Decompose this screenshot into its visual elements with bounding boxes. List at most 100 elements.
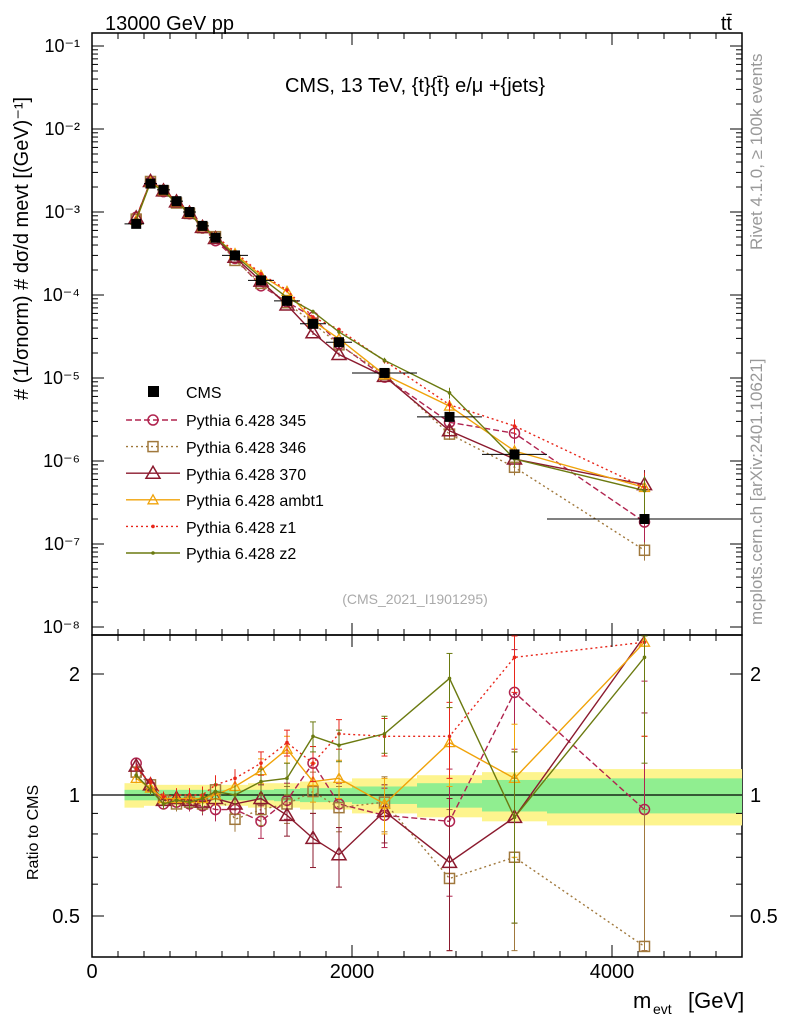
legend-label: Pythia 6.428 346 (186, 440, 306, 457)
ratio-point (200, 796, 205, 801)
mcplots-label: mcplots.cern.ch [arXiv:2401.10621] (747, 359, 766, 625)
ratio-series-line (135, 656, 646, 819)
data-point-cms (184, 207, 195, 217)
ratio-point (330, 846, 348, 861)
legend-marker (147, 414, 159, 426)
main-plot-marks (124, 172, 742, 561)
ratio-point (226, 795, 244, 810)
series-point (512, 424, 517, 428)
ratio-point (161, 802, 166, 806)
ratio-point (252, 790, 270, 805)
series-point (642, 488, 647, 493)
analysis-id-label: (CMS_2021_I1901295) (342, 591, 488, 607)
data-point-cms (256, 275, 266, 286)
beam-label: 13000 GeV pp (105, 13, 234, 35)
ratio-tick-label-right: 0.5 (750, 906, 778, 928)
ratio-series-line (135, 635, 646, 864)
ratio-plot-marks (92, 635, 742, 953)
series-point (382, 358, 387, 363)
ratio-point (333, 801, 345, 814)
data-point-cms (308, 318, 318, 329)
ratio-point (134, 773, 138, 778)
ratio-y-axis-title: Ratio to CMS (25, 785, 42, 880)
data-point-cms (171, 196, 182, 207)
ratio-tick-labels: 2 1 0.5 2 1 0.5 (52, 664, 778, 928)
x-axis-title: m evt [GeV] (633, 988, 744, 1017)
ratio-point (187, 800, 192, 804)
data-point-cms (639, 514, 650, 525)
legend-marker (151, 551, 155, 555)
data-point-cms (509, 449, 520, 460)
x-tick-label: 0 (86, 961, 97, 983)
ratio-series-line (135, 641, 645, 798)
y-tick-label: 10⁻⁶ (43, 451, 80, 471)
ratio-point (441, 853, 458, 869)
chart-title: CMS, 13 TeV, {t}{t̄} e/μ +{jets} (285, 75, 545, 97)
data-point-cms (197, 220, 208, 231)
series-point (304, 324, 322, 339)
series-point (447, 402, 452, 407)
legend-label: Pythia 6.428 z2 (186, 546, 296, 563)
ratio-point (213, 789, 218, 794)
y-axis-title: # (1/σnorm) # dσ/d mevt [(GeV)⁻¹] (11, 97, 33, 400)
ratio-point (447, 676, 452, 681)
legend-marker-cms (148, 386, 159, 397)
data-point-cms (444, 411, 455, 422)
process-label: tt̄ (721, 13, 733, 35)
ratio-point (259, 761, 263, 765)
x-axis-subscript: evt (653, 1001, 672, 1017)
data-point-cms (131, 218, 142, 229)
series-point (337, 330, 341, 334)
legend: CMS Pythia 6.428 345 Pythia 6.428 346 Py… (126, 385, 324, 563)
data-point-cms (210, 232, 221, 243)
ratio-point (311, 761, 315, 765)
data-point-cms (334, 337, 344, 348)
ratio-point (233, 793, 237, 797)
y-tick-label: 10⁻⁸ (43, 617, 80, 637)
y-tick-label: 10⁻³ (44, 202, 80, 222)
ratio-point (512, 655, 517, 660)
data-point-cms (282, 295, 292, 306)
series-line (135, 181, 645, 492)
legend-marker (147, 440, 159, 453)
ratio-point (311, 734, 315, 739)
series-point (311, 309, 315, 314)
ratio-point (233, 776, 237, 781)
series-point (285, 288, 289, 292)
ratio-point (259, 779, 263, 784)
series-point (259, 272, 263, 276)
legend-marker (151, 524, 155, 529)
ratio-point (174, 798, 179, 803)
ratio-point (447, 734, 452, 739)
ratio-point (278, 806, 296, 822)
series-point (441, 422, 458, 437)
ratio-tick-label-right: 2 (750, 664, 761, 686)
series-point (330, 346, 348, 361)
ratio-tick-label: 0.5 (52, 906, 80, 928)
y-tick-label: 10⁻⁷ (44, 534, 80, 554)
ratio-point (161, 794, 166, 799)
legend-label: Pythia 6.428 370 (186, 467, 306, 484)
y-tick-label: 10⁻⁵ (43, 368, 80, 388)
y-tick-labels: 10⁻¹ 10⁻² 10⁻³ 10⁻⁴ 10⁻⁵ 10⁻⁶ 10⁻⁷ 10⁻⁸ (43, 36, 80, 637)
ratio-point (638, 940, 651, 953)
series-point (447, 391, 452, 395)
x-tick-labels: 0 2000 4000 (86, 961, 634, 983)
ratio-point (642, 655, 647, 660)
legend-label: Pythia 6.428 345 (186, 413, 306, 430)
ratio-point (285, 740, 289, 745)
ratio-point (304, 829, 322, 845)
x-tick-label: 2000 (330, 961, 375, 983)
ratio-point (134, 767, 138, 771)
axis-ticks (91, 33, 743, 957)
legend-label: Pythia 6.428 ambt1 (186, 493, 324, 510)
data-point-cms (230, 250, 240, 261)
x-tick-label: 4000 (590, 961, 635, 983)
legend-label: Pythia 6.428 z1 (186, 520, 296, 537)
legend-marker (144, 464, 162, 479)
y-tick-label: 10⁻¹ (44, 36, 80, 56)
x-axis-unit: [GeV] (688, 988, 744, 1013)
y-tick-label: 10⁻² (44, 119, 80, 139)
ratio-point (285, 776, 289, 781)
